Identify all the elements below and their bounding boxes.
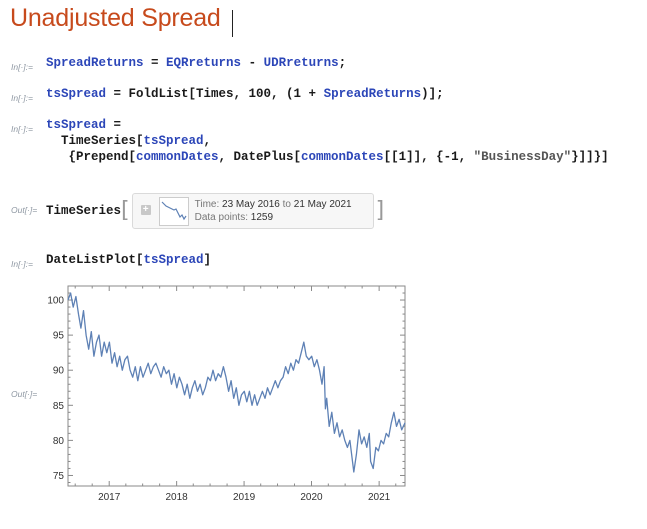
x-tick-label: 2021 xyxy=(368,492,391,503)
code-token: commonDates xyxy=(136,150,219,164)
y-tick-label: 80 xyxy=(53,436,65,447)
code-token: tsSpread xyxy=(46,118,107,132)
timeseries-info: Time: 23 May 2016 to 21 May 2021 Data po… xyxy=(195,198,352,224)
plot-frame xyxy=(67,285,406,487)
input-label-1: In[·]:= xyxy=(11,62,33,72)
code-line: {Prepend[commonDates, DatePlus[commonDat… xyxy=(46,149,609,165)
timeseries-summary-box[interactable]: + Time: 23 May 2016 to 21 May 2021 Data … xyxy=(131,193,374,229)
time-start: 23 May 2016 xyxy=(222,199,280,210)
code-token: SpreadReturns xyxy=(46,56,144,70)
input-label-2: In[·]:= xyxy=(11,93,33,103)
points-count: 1259 xyxy=(250,212,274,223)
code-token: {Prepend[ xyxy=(46,150,137,164)
time-to: to xyxy=(279,199,294,210)
input-cell-2[interactable]: tsSpread = FoldList[Times, 100, (1 + Spr… xyxy=(46,86,444,102)
timeseries-head: TimeSeries xyxy=(46,204,122,218)
code-line: TimeSeries[tsSpread, xyxy=(46,133,609,149)
code-token: }]]}] xyxy=(571,150,609,164)
code-token: TimeSeries[ xyxy=(46,134,144,148)
code-line: tsSpread = FoldList[Times, 100, (1 + Spr… xyxy=(46,86,444,102)
sparkline-line xyxy=(161,201,187,221)
code-token: ; xyxy=(338,56,347,70)
code-line: SpreadReturns = EQRreturns - UDRreturns; xyxy=(46,55,346,71)
x-tick-label: 2019 xyxy=(233,492,256,503)
time-label: Time: xyxy=(194,199,223,210)
plot-svg: 2017 2018 2019 2020 2021 75 80 85 90 95 100 xyxy=(47,285,406,503)
code-token: = xyxy=(106,118,122,132)
y-tick-label: 100 xyxy=(47,296,64,307)
output-label-2: Out[·]= xyxy=(11,389,38,399)
input-cell-1[interactable]: SpreadReturns = EQRreturns - UDRreturns; xyxy=(46,55,346,71)
text-cursor xyxy=(232,10,233,37)
notebook-title[interactable]: Unadjusted Spread xyxy=(10,4,221,32)
code-token: tsSpread xyxy=(143,253,204,267)
input-label-4: In[·]:= xyxy=(11,259,33,269)
code-token: [[1]], {-1, xyxy=(383,150,474,164)
code-line: tsSpread = xyxy=(46,117,609,133)
x-tick-label: 2018 xyxy=(166,492,189,503)
code-token: = FoldList[Times, 100, (1 + xyxy=(106,87,324,101)
y-tick-label: 85 xyxy=(53,401,65,412)
code-token: )]; xyxy=(421,87,444,101)
code-token: DateListPlot[ xyxy=(46,253,144,267)
code-token: , xyxy=(203,134,212,148)
code-line: DateListPlot[tsSpread] xyxy=(46,252,211,268)
code-token: ] xyxy=(203,253,212,267)
points-label: Data points: xyxy=(194,212,251,223)
expand-plus-icon[interactable]: + xyxy=(140,205,151,215)
y-tick-label: 90 xyxy=(53,366,65,377)
code-token: tsSpread xyxy=(46,87,107,101)
input-cell-4[interactable]: DateListPlot[tsSpread] xyxy=(46,252,211,268)
code-token: commonDates xyxy=(301,150,384,164)
input-cell-3[interactable]: tsSpread = TimeSeries[tsSpread, {Prepend… xyxy=(46,117,609,165)
code-token: UDRreturns xyxy=(263,56,339,70)
code-token: = xyxy=(143,56,167,70)
output-label-1: Out[·]= xyxy=(11,205,38,215)
time-end: 21 May 2021 xyxy=(293,199,352,210)
x-tick-label: 2017 xyxy=(98,492,121,503)
spread-series-line xyxy=(67,292,406,473)
code-token: "BusinessDay" xyxy=(473,150,572,164)
y-tick-label: 95 xyxy=(53,331,65,342)
code-token: SpreadReturns xyxy=(323,87,422,101)
y-tick-label: 75 xyxy=(53,471,65,482)
code-token: EQRreturns xyxy=(166,56,242,70)
sparkline-thumbnail xyxy=(158,197,189,226)
open-bracket: [ xyxy=(121,198,130,223)
code-token: - xyxy=(241,56,264,70)
code-token: tsSpread xyxy=(143,134,204,148)
date-list-plot[interactable]: 2017 2018 2019 2020 2021 75 80 85 90 95 100 xyxy=(0,270,647,524)
x-tick-label: 2020 xyxy=(300,492,323,503)
timeseries-output: TimeSeries [ + Time: 23 May 2016 to 21 M… xyxy=(46,193,384,229)
close-bracket: ] xyxy=(375,198,385,223)
input-label-3: In[·]:= xyxy=(11,124,33,134)
code-token: , DatePlus[ xyxy=(218,150,302,164)
